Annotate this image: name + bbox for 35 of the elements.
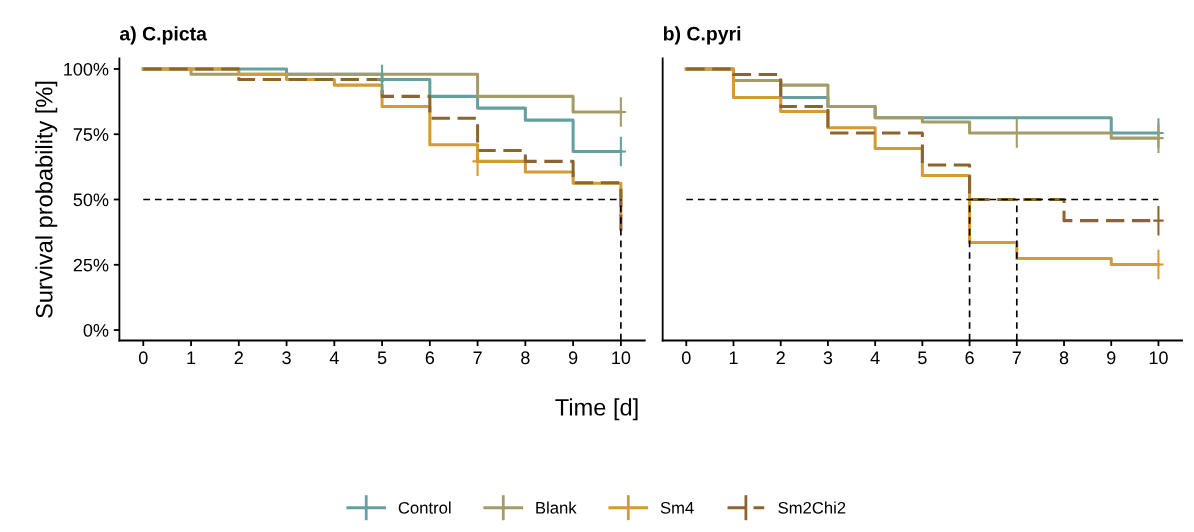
x-tick-label: 0 <box>138 351 148 365</box>
x-tick-label: 5 <box>377 351 387 365</box>
x-tick-label: 3 <box>823 351 833 365</box>
chart-title: b) C.pyri <box>663 26 741 45</box>
y-tick-label: 0% <box>83 323 109 337</box>
x-tick-label: 8 <box>1059 351 1069 365</box>
y-tick-label: 75% <box>73 128 109 141</box>
legend-label: Control <box>398 501 451 514</box>
x-tick-label: 0 <box>681 351 691 365</box>
chart-title: a) C.picta <box>119 26 208 45</box>
x-tick-label: 2 <box>234 351 243 364</box>
x-tick-label: 2 <box>776 351 785 364</box>
y-tick-label: 100% <box>64 62 109 76</box>
y-tick-label: 25% <box>73 258 109 272</box>
x-tick-label: 10 <box>612 351 631 365</box>
x-tick-label: 1 <box>729 351 738 364</box>
x-tick-label: 1 <box>187 351 196 364</box>
x-tick-label: 9 <box>568 351 578 365</box>
x-tick-label: 9 <box>1107 351 1116 365</box>
y-axis-title: Survival probability [%] <box>35 81 58 318</box>
x-axis-title: Time [d] <box>555 398 638 421</box>
x-tick-label: 5 <box>918 351 927 365</box>
x-tick-label: 6 <box>965 351 974 365</box>
legend-label: Sm2Chi2 <box>778 501 846 514</box>
x-tick-label: 7 <box>1012 351 1021 364</box>
x-tick-label: 4 <box>329 351 339 364</box>
x-tick-label: 4 <box>870 351 880 364</box>
x-tick-label: 8 <box>521 351 530 365</box>
x-tick-label: 3 <box>282 351 291 365</box>
legend-label: Blank <box>536 501 577 514</box>
y-tick-label: 50% <box>73 193 109 207</box>
x-tick-label: 10 <box>1149 351 1168 365</box>
legend-label: Sm4 <box>660 501 694 514</box>
x-tick-label: 6 <box>425 351 435 365</box>
x-tick-label: 7 <box>473 351 482 364</box>
